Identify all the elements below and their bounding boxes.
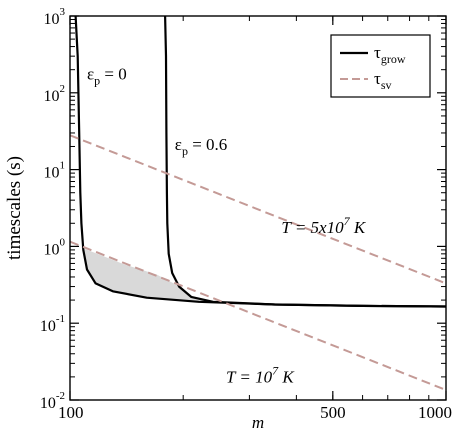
- y-tick-label: 103: [44, 6, 66, 28]
- y-tick-label: 100: [44, 236, 66, 258]
- legend-box: [330, 34, 431, 98]
- shaded-region: [80, 246, 236, 303]
- plot-frame: [69, 15, 447, 401]
- y-tick-label: 101: [44, 160, 66, 182]
- annotation-t1e7: T = 107 K: [226, 363, 295, 386]
- annotation-ep0: εp = 0: [87, 64, 127, 87]
- shaded-region-layer: [80, 246, 236, 303]
- series-line-2: [70, 134, 446, 285]
- legend-label-sv: τsv: [374, 69, 392, 92]
- x-axis-label: m: [252, 413, 264, 432]
- x-tick-label: 500: [320, 403, 346, 422]
- x-tick-label: 1000: [418, 403, 452, 422]
- series-line-1: [164, 16, 446, 308]
- y-tick-label: 10-2: [40, 390, 65, 412]
- x-tick-label: 100: [58, 403, 84, 422]
- y-tick-label: 10-1: [40, 313, 65, 335]
- annotation-layer: εp = 0 εp = 0.6 T = 5x107 K T = 107 K: [87, 64, 367, 386]
- series-line-3: [70, 240, 446, 391]
- tick-layer: 10-2 10-1 100 101 102 103 100 500 1000: [40, 6, 452, 422]
- legend-label-grow: τgrow: [374, 43, 406, 66]
- annotation-ep06: εp = 0.6: [175, 135, 227, 158]
- legend: τgrow τsv: [330, 34, 431, 98]
- series-layer: [70, 16, 446, 391]
- label-layer: m timescales (s): [4, 156, 264, 432]
- y-tick-label: 102: [44, 83, 66, 105]
- y-axis-label: timescales (s): [4, 156, 25, 260]
- annotation-t5e7: T = 5x107 K: [281, 214, 366, 237]
